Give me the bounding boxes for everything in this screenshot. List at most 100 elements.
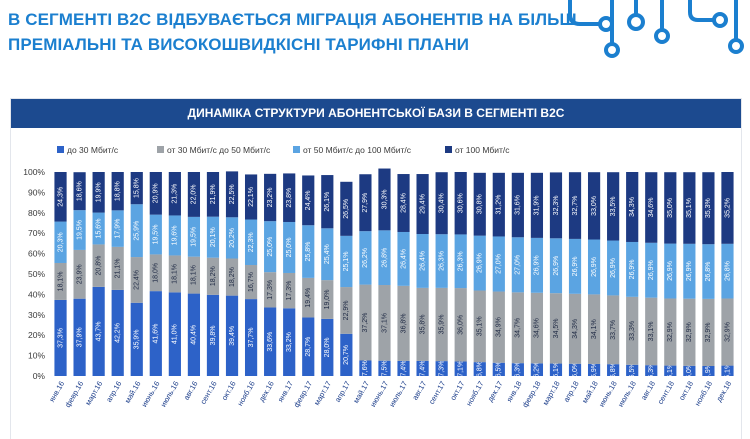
data-label: 28,7% [305,337,312,357]
bar-segment [149,291,162,376]
data-label: 33,0% [591,196,598,216]
x-tick-label: сент.16 [198,380,218,406]
data-label: 36,0% [458,315,465,335]
data-label: 6,5% [496,361,503,377]
x-tick-label: сент.17 [427,380,447,406]
bar-segment [206,294,220,376]
bar-segment [321,228,334,281]
data-label: 25,8% [305,242,312,262]
data-label: 6,8% [477,361,484,377]
data-label: 26,9% [591,257,598,277]
data-label: 26,4% [419,251,426,271]
x-tick-label: дек.18 [714,380,733,404]
bar-segment [264,272,277,308]
data-label: 5,1% [667,363,674,379]
data-label: 26,9% [534,255,541,275]
bar-segment [492,362,505,376]
bar-segment [435,287,448,362]
bar-segment [587,363,601,376]
data-label: 32,9% [724,322,731,342]
bar-segment [149,254,162,292]
x-tick-label: нояб.18 [693,380,714,408]
bar-segment [130,257,143,303]
bar-segment [244,174,258,220]
data-label: 5,8% [610,362,617,378]
data-label: 35,8% [419,314,426,334]
data-label: 26,9% [667,261,674,281]
data-label: 22,3% [248,232,255,252]
bar-segment [73,249,86,299]
bar-segment [626,364,639,376]
data-label: 31,9% [534,195,541,215]
data-label: 34,9% [496,317,503,337]
x-tick-label: февр.18 [520,380,542,410]
bar-segment [549,363,563,376]
data-label: 20,8% [95,256,102,276]
data-label: 35,9% [134,329,141,349]
bar-segment [321,318,334,376]
bar-segment [607,172,620,241]
data-label: 19,5% [153,225,160,245]
data-label: 31,2% [496,195,503,215]
data-label: 32,3% [553,195,560,215]
data-label: 7,3% [438,361,445,377]
x-tick-label: май.18 [580,380,600,405]
data-label: 32,9% [667,322,674,342]
bar-segment [626,172,639,242]
bar-segment [626,296,639,365]
bar-segment [454,234,467,289]
y-tick-label: 90% [28,187,45,197]
data-label: 30,3% [381,189,388,209]
bar-segment [530,363,544,376]
bar-segment [435,361,448,376]
bar-segment [130,302,143,376]
bar-segment [359,231,372,285]
x-tick-label: апр.17 [333,380,352,404]
bar-segment [73,298,86,376]
data-label: 35,3% [705,198,712,218]
data-label: 17,9% [115,219,122,239]
data-label: 25,0% [286,238,293,258]
bar-segment [568,172,582,239]
data-label: 18,1% [57,271,64,291]
data-label: 42,2% [115,323,122,343]
y-tick-label: 100% [23,167,45,177]
bar-segment [511,172,524,238]
bar-segment [664,365,677,376]
data-label: 15,6% [95,219,102,239]
bar-segment [397,174,410,232]
x-tick-label: май.17 [351,380,371,405]
bar-segment [587,172,601,240]
data-label: 26,9% [629,259,636,279]
bar-segment [340,333,353,376]
bar-segment [702,244,715,299]
x-tick-label: май.16 [123,380,143,405]
data-label: 36,8% [400,313,407,333]
data-label: 18,6% [76,181,83,201]
bar-segment [587,294,601,364]
bar-segment [225,295,239,376]
data-label: 18,0% [153,263,160,283]
data-label: 7,4% [419,361,426,377]
bar-segment [54,172,67,222]
data-label: 7,6% [362,360,369,376]
bar-segment [206,216,220,258]
bar-segment [92,212,105,245]
data-label: 26,8% [705,262,712,282]
x-tick-label: авг.17 [410,380,428,402]
bar-segment [54,299,67,376]
data-label: 26,2% [362,248,369,268]
bar-segment [664,172,677,244]
bar-segment [168,292,181,376]
x-tick-label: апр.18 [562,380,581,404]
data-label: 19,5% [76,220,83,240]
bar-segment [511,237,524,293]
data-label: 34,5% [553,318,560,338]
bar-segment [416,360,429,376]
data-label: 5,0% [686,363,693,379]
circuit-board-icon [568,0,744,58]
data-label: 33,7% [610,320,617,340]
x-tick-label: февр.16 [63,380,85,410]
chart-title: ДИНАМІКА СТРУКТУРИ АБОНЕНТСЬКОЇ БАЗИ В С… [11,99,741,128]
x-tick-label: окт.17 [448,380,466,402]
